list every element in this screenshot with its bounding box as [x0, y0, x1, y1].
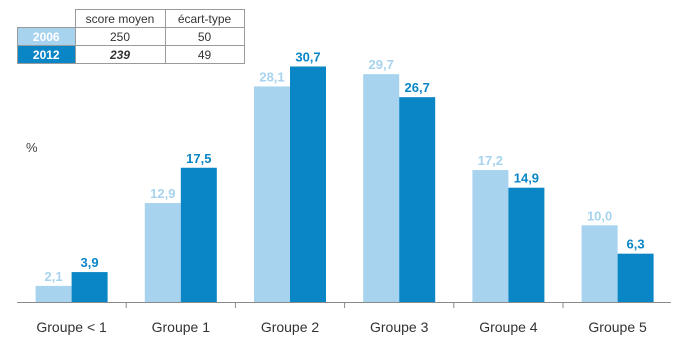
data-label-2012-4: 26,7 [405, 80, 430, 95]
bar-2012-5 [508, 187, 545, 302]
row-sd-2012: 49 [164, 45, 245, 64]
data-label-2006-3: 28,1 [259, 69, 284, 84]
bar-2012-1 [71, 272, 108, 302]
bar-2012-3 [290, 66, 326, 302]
x-tick-label: Groupe 1 [152, 319, 211, 335]
x-tick-label: Groupe < 1 [36, 319, 107, 335]
data-label-2012-1: 3,9 [81, 255, 99, 270]
bar-2006-4 [363, 74, 400, 302]
bar-2012-6 [617, 253, 654, 302]
row-score-2012: 239 [74, 45, 166, 64]
bar-2012-4 [399, 97, 436, 302]
data-label-2012-2: 17,5 [186, 151, 211, 166]
data-label-2006-1: 2,1 [45, 269, 63, 284]
row-year-2006: 2006 [17, 27, 76, 46]
data-label-2006-6: 10,0 [587, 208, 612, 223]
data-label-2012-5: 14,9 [514, 171, 539, 186]
x-tick-label: Groupe 5 [588, 319, 647, 335]
data-label-2006-4: 29,7 [369, 57, 394, 72]
bar-2006-5 [472, 170, 509, 302]
x-tick-label: Groupe 2 [261, 319, 320, 335]
data-label-2006-5: 17,2 [478, 153, 503, 168]
data-label-2006-2: 12,9 [150, 186, 175, 201]
x-tick-label: Groupe 3 [370, 319, 429, 335]
bar-2012-2 [180, 167, 217, 302]
stats-table: score moyen écart-type 2006 250 50 2012 … [17, 9, 245, 64]
bar-2006-1 [35, 285, 72, 302]
table-row: 2012 239 49 [17, 45, 245, 64]
table-row: 2006 250 50 [17, 27, 245, 46]
x-tick-label: Groupe 4 [479, 319, 538, 335]
bar-2006-3 [254, 86, 290, 302]
bar-2006-2 [144, 203, 181, 302]
data-label-2012-6: 6,3 [627, 237, 645, 252]
row-year-2012: 2012 [17, 45, 76, 64]
data-label-2012-3: 30,7 [295, 50, 320, 65]
bar-2006-6 [581, 225, 618, 302]
y-axis-label: % [26, 140, 38, 155]
